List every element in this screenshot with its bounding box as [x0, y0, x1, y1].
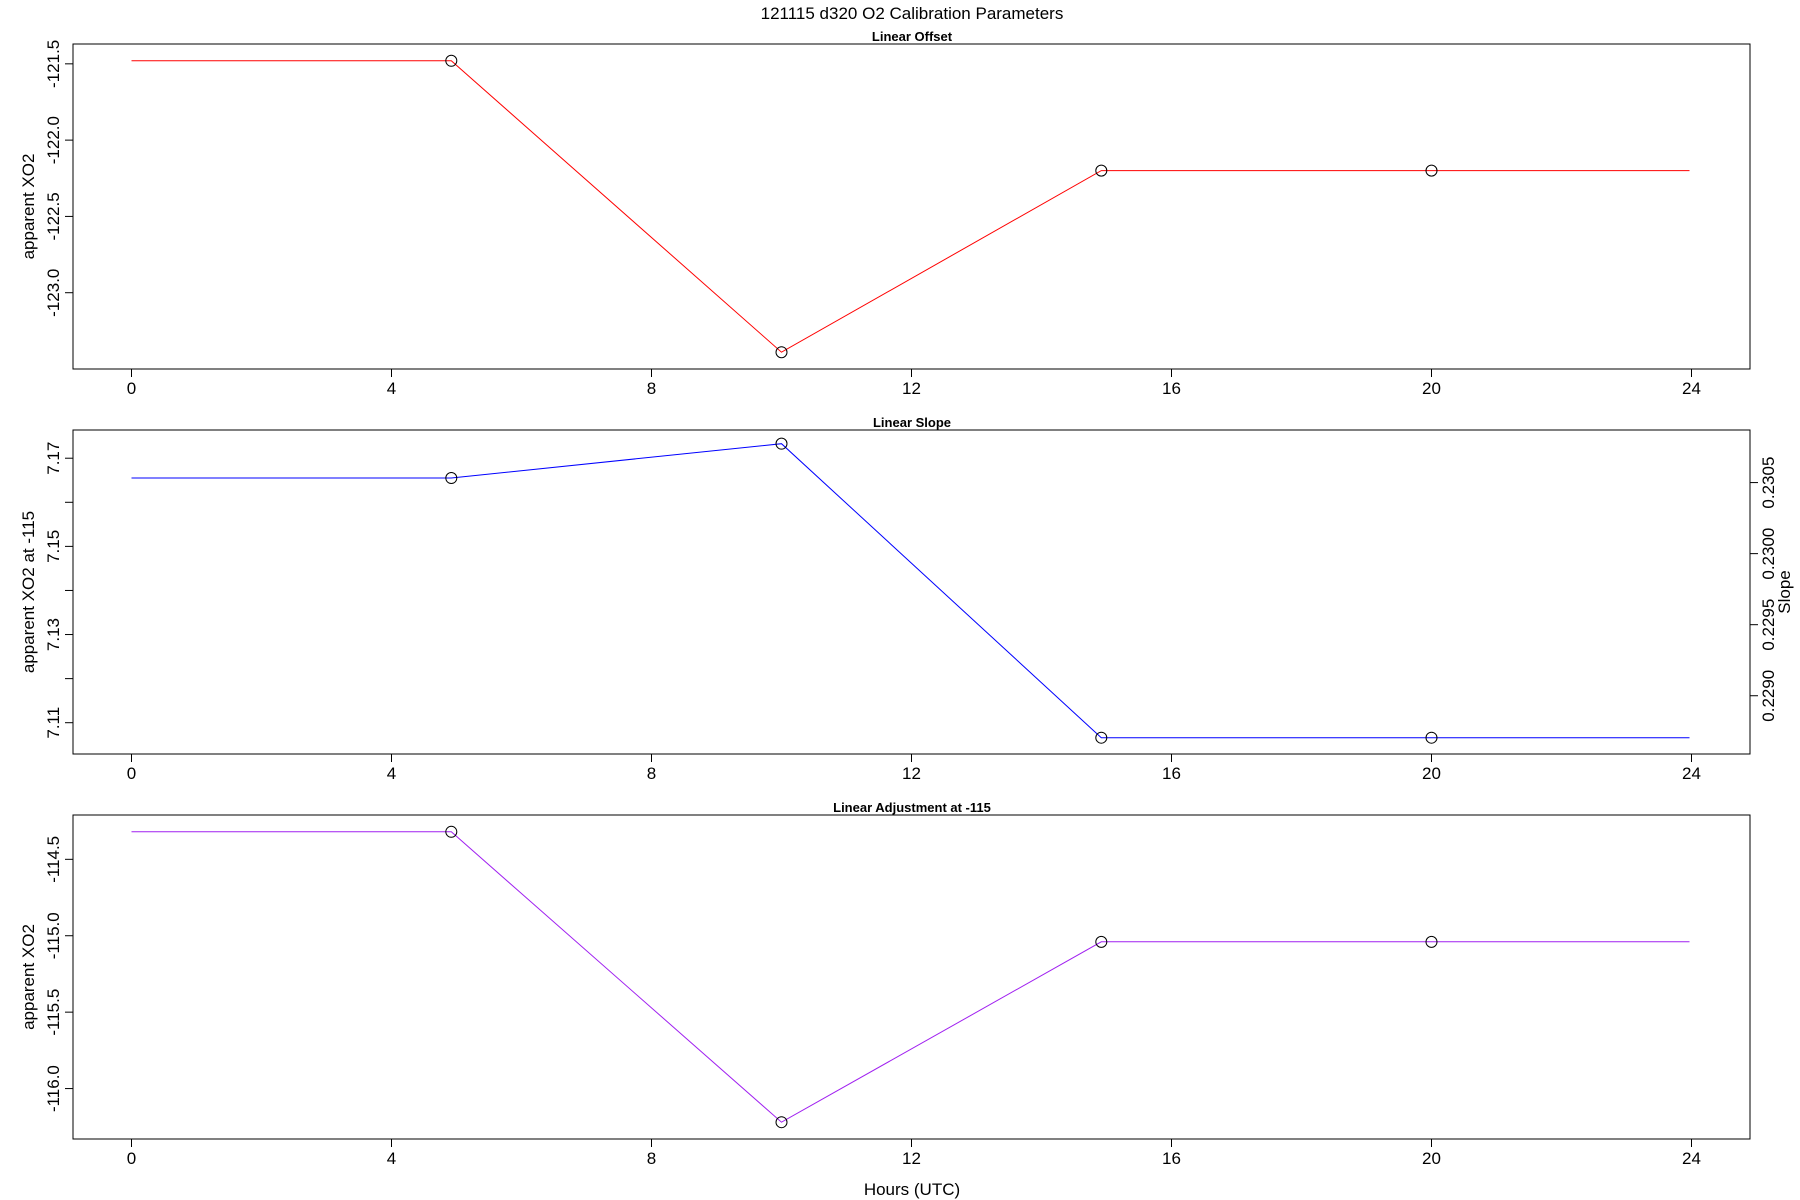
- y-tick-label: -123.0: [44, 269, 63, 317]
- data-point: [445, 54, 458, 67]
- series-line: [131, 60, 1690, 353]
- x-tick-label: 4: [387, 379, 396, 398]
- y-right-tick-label: 0.2305: [1759, 457, 1778, 509]
- x-tick-label: 8: [647, 379, 656, 398]
- y-right-axis-title: Slope: [1775, 570, 1794, 613]
- figure-title: 121115 d320 O2 Calibration Parameters: [761, 4, 1064, 23]
- x-tick-label: 20: [1422, 1149, 1441, 1168]
- x-tick-label: 16: [1162, 764, 1181, 783]
- x-tick-label: 4: [387, 764, 396, 783]
- x-axis-title: Hours (UTC): [864, 1180, 960, 1199]
- y-tick-label: 7.17: [44, 442, 63, 475]
- panels: Linear Offset 0 4 8 12 16 20 24 -121.5 -122.0 -122…: [19, 29, 1794, 1168]
- data-point: [1425, 935, 1438, 948]
- series-line: [131, 443, 1690, 739]
- data-point: [1095, 935, 1108, 948]
- x-tick-label: 0: [127, 379, 136, 398]
- y-right-tick-label: 0.2295: [1759, 599, 1778, 651]
- data-point: [445, 825, 458, 838]
- plot-frame: [72, 43, 1751, 370]
- x-tick-label: 0: [127, 1149, 136, 1168]
- y-tick-label: -116.0: [44, 1065, 63, 1112]
- x-tick-label: 12: [902, 379, 921, 398]
- x-tick-label: 16: [1162, 379, 1181, 398]
- x-tick-label: 4: [387, 1149, 396, 1168]
- y-tick-label: 7.15: [44, 530, 63, 563]
- x-tick-label: 8: [647, 1149, 656, 1168]
- y-tick-label: -122.5: [44, 192, 63, 240]
- y-axis-title: apparent XO2: [19, 924, 38, 1030]
- plot-frame: [72, 814, 1751, 1140]
- x-tick-label: 12: [902, 764, 921, 783]
- y-tick-label: -114.5: [44, 836, 63, 883]
- x-tick-label: 8: [647, 764, 656, 783]
- y-axis-title: apparent XO2: [19, 154, 38, 260]
- y-tick-label: -115.0: [44, 912, 63, 959]
- y-tick-label: -121.5: [44, 40, 63, 88]
- x-tick-label: 12: [902, 1149, 921, 1168]
- y-tick-label: -115.5: [44, 989, 63, 1036]
- data-point: [1095, 164, 1108, 177]
- series-line: [131, 831, 1690, 1123]
- y-tick-label: -122.0: [44, 116, 63, 164]
- panel-title: Linear Adjustment at -115: [833, 800, 991, 815]
- data-point: [1425, 731, 1438, 744]
- x-tick-label: 16: [1162, 1149, 1181, 1168]
- panel-title: Linear Offset: [872, 29, 953, 44]
- x-tick-label: 24: [1682, 379, 1701, 398]
- data-point: [775, 346, 788, 359]
- data-point: [1425, 164, 1438, 177]
- panel-1: Linear Offset 0 4 8 12 16 20 24 -121.5 -122.0 -122…: [19, 29, 1751, 398]
- x-tick-label: 0: [127, 764, 136, 783]
- panel-title: Linear Slope: [873, 415, 951, 430]
- panel-2: Linear Slope 0 4 8 12 16 20 24 7.11 7.13 7.15 7.17 a…: [19, 415, 1794, 783]
- data-point: [445, 472, 458, 485]
- x-tick-label: 20: [1422, 764, 1441, 783]
- y-tick-label: 7.13: [44, 618, 63, 651]
- panel-3: Linear Adjustment at -115 0 4 8 12 16 20 24 -114…: [19, 800, 1751, 1168]
- y-right-tick-label: 0.2300: [1759, 528, 1778, 580]
- y-tick-label: 7.11: [44, 707, 63, 739]
- plot-frame: [72, 429, 1751, 755]
- y-right-tick-label: 0.2290: [1759, 670, 1778, 722]
- data-point: [775, 437, 788, 450]
- x-tick-label: 24: [1682, 764, 1701, 783]
- data-point: [775, 1116, 788, 1129]
- x-tick-label: 24: [1682, 1149, 1701, 1168]
- data-point: [1095, 731, 1108, 744]
- x-tick-label: 20: [1422, 379, 1441, 398]
- y-axis-title: apparent XO2 at -115: [19, 511, 38, 673]
